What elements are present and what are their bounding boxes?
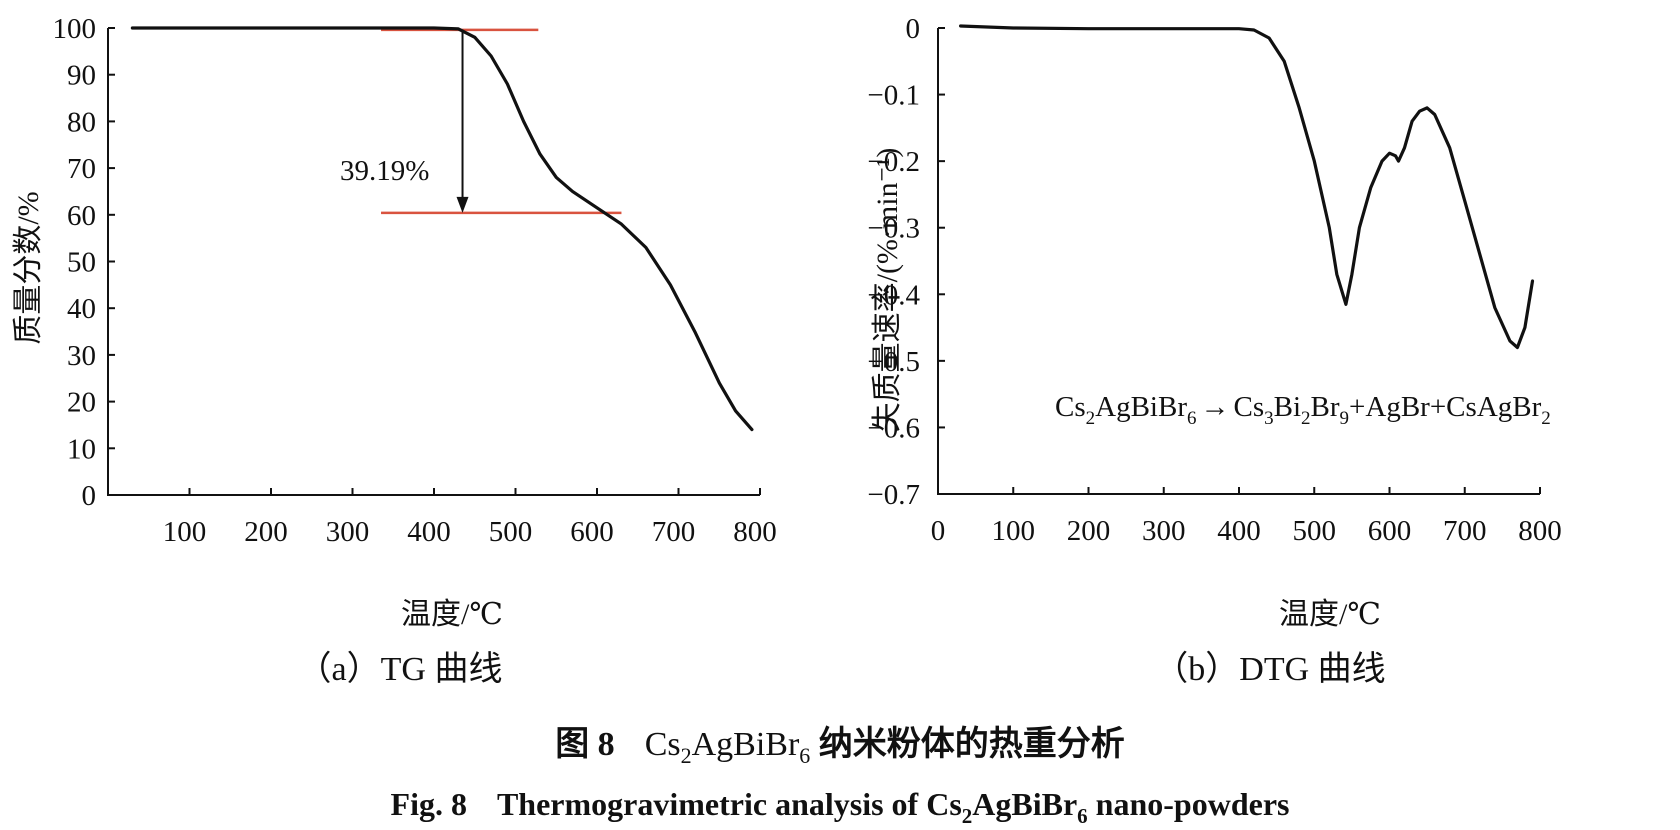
tg-x-tick-label: 100 (163, 516, 207, 548)
dtg-x-tick-label: 300 (1142, 515, 1186, 547)
tg-y-tick-label: 100 (53, 13, 97, 45)
tg-y-axis-title: 质量分数/% (12, 191, 45, 344)
tg-y-tick-label: 10 (67, 433, 96, 465)
dtg-y-tick-label: −0.7 (867, 479, 920, 511)
tg-y-tick-label: 50 (67, 247, 96, 279)
dtg-axis-lines (937, 28, 1540, 495)
dtg-y-tick-label: −0.6 (867, 412, 920, 444)
dtg-x-tick-label: 400 (1217, 515, 1261, 547)
tg-x-tick-label: 700 (652, 516, 696, 548)
dtg-x-tick-label: 500 (1293, 515, 1337, 547)
mass-loss-label: 39.19% (340, 155, 429, 187)
tg-curve (130, 26, 754, 432)
reaction-equation: Cs2AgBiBr6 → Cs3Bi2Br9+AgBr+CsAgBr2 (1055, 391, 1551, 429)
mass-loss-arrow (456, 29, 469, 213)
caption-english: Fig. 8 Thermogravimetric analysis of Cs2A… (391, 786, 1290, 828)
tg-x-tick-label: 800 (733, 516, 777, 548)
dtg-axes (937, 28, 1540, 495)
dtg-x-tick-label: 600 (1368, 515, 1412, 547)
tg-panel: 100 200 300 400 500 600 700 800 0 10 20 30 40 50 60 70 8… (12, 13, 777, 688)
tg-x-tick-label: 200 (244, 516, 288, 548)
caption-chinese: 图 8 Cs2AgBiBr6 纳米粉体的热重分析 (555, 725, 1125, 768)
tg-y-tick-label: 70 (67, 153, 96, 185)
dtg-x-tick-label: 100 (992, 515, 1036, 547)
tg-y-tick-label: 40 (67, 293, 96, 325)
dtg-curve (959, 24, 1535, 350)
dtg-x-axis-title: 温度/℃ (1279, 598, 1381, 631)
tg-y-tick-label: 0 (82, 480, 97, 512)
tg-axis-lines (107, 28, 760, 496)
dtg-y-tick-label: −0.1 (867, 80, 920, 112)
tg-x-tick-label: 400 (407, 516, 451, 548)
tg-x-axis-title: 温度/℃ (401, 598, 503, 631)
dtg-x-tick-label: 0 (931, 515, 946, 547)
tg-y-tick-label: 30 (67, 340, 96, 372)
dtg-x-tick-label: 800 (1518, 515, 1562, 547)
tg-y-tick-label: 60 (67, 200, 96, 232)
tg-y-tick-label: 90 (67, 60, 96, 92)
tg-axes (107, 28, 760, 496)
dtg-y-tick-label: 0 (906, 13, 921, 45)
tg-x-tick-label: 600 (570, 516, 614, 548)
dtg-y-tick-label: −0.2 (867, 146, 920, 178)
arrow-head (456, 196, 469, 213)
dtg-y-axis-title: 失质量速率/(%·min⁻¹) (871, 148, 904, 433)
tg-x-tick-label: 500 (489, 516, 533, 548)
tg-panel-label: （a）TG 曲线 (298, 650, 503, 688)
dtg-x-tick-label: 700 (1443, 515, 1487, 547)
dtg-y-tick-label: −0.4 (867, 279, 920, 311)
dtg-y-tick-label: −0.3 (867, 213, 920, 245)
tg-y-tick-label: 20 (67, 387, 96, 419)
dtg-ticks: 0 100 200 300 400 500 600 700 800 0 −0.1 −0.2 −0.3 −0… (867, 13, 1561, 547)
tg-ticks: 100 200 300 400 500 600 700 800 0 10 20 30 40 50 60 70 8… (53, 13, 777, 548)
tg-y-tick-label: 80 (67, 106, 96, 138)
tg-x-tick-label: 300 (326, 516, 370, 548)
dtg-panel-label: （b）DTG 曲线 (1154, 650, 1385, 688)
dtg-panel: 0 100 200 300 400 500 600 700 800 0 −0.1 −0.2 −0.3 −0… (867, 13, 1561, 688)
dtg-x-tick-label: 200 (1067, 515, 1111, 547)
dtg-y-tick-label: −0.5 (867, 346, 920, 378)
